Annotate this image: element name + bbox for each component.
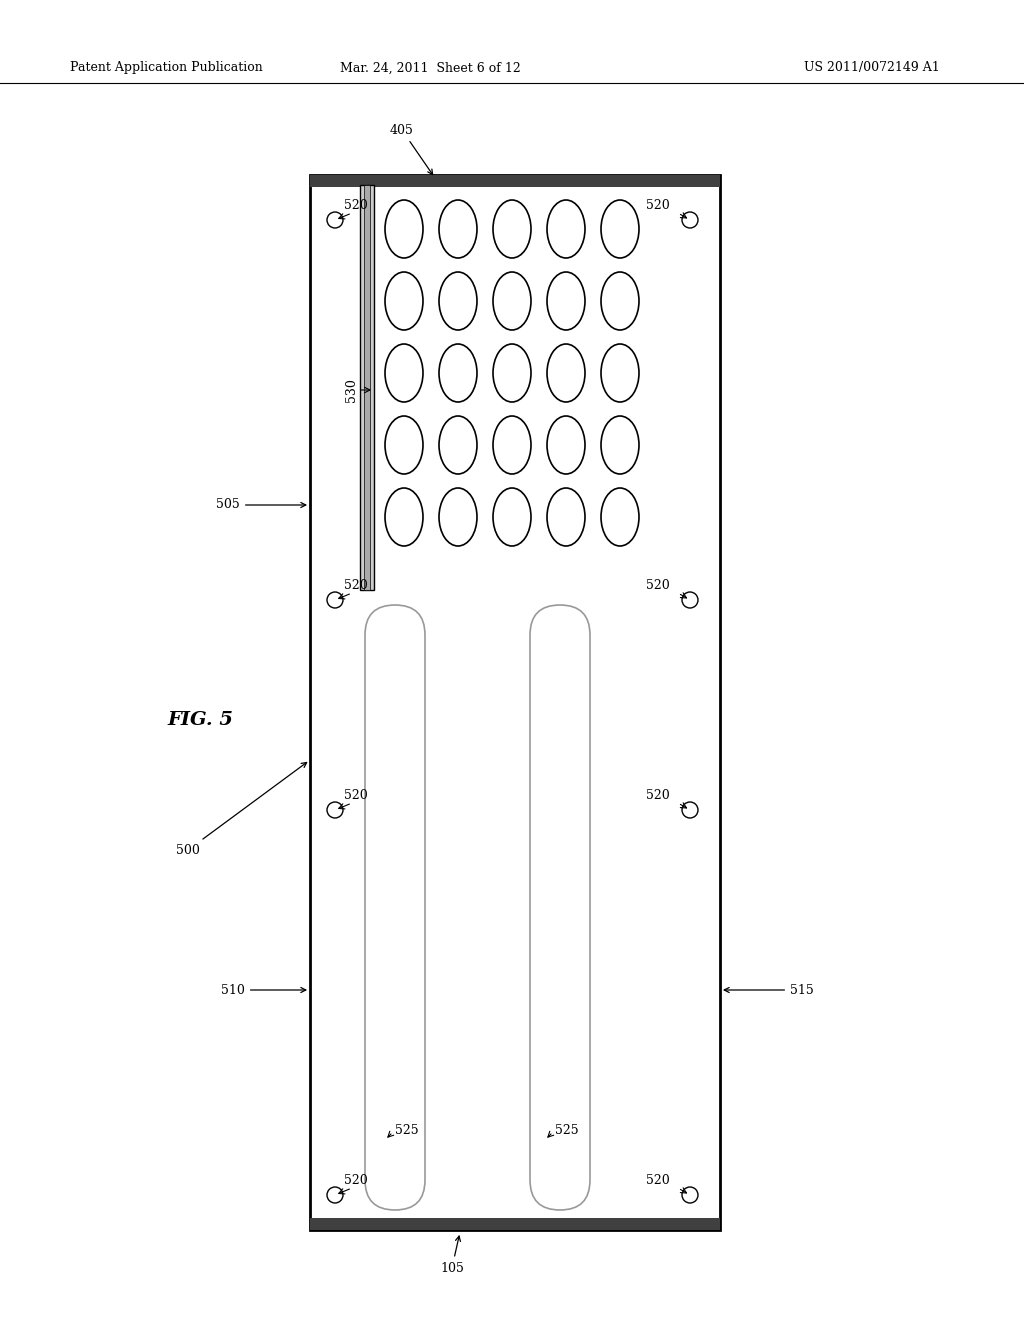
Ellipse shape xyxy=(547,201,585,257)
Ellipse shape xyxy=(601,345,639,403)
Ellipse shape xyxy=(493,488,531,546)
Text: 520: 520 xyxy=(344,789,368,803)
Text: 520: 520 xyxy=(344,579,368,591)
Text: 520: 520 xyxy=(344,1173,368,1187)
Ellipse shape xyxy=(547,272,585,330)
Text: 510: 510 xyxy=(221,983,306,997)
Ellipse shape xyxy=(547,488,585,546)
Text: 505: 505 xyxy=(216,499,306,511)
Text: 520: 520 xyxy=(646,199,670,213)
FancyBboxPatch shape xyxy=(530,605,590,1210)
Ellipse shape xyxy=(601,488,639,546)
Circle shape xyxy=(682,803,698,818)
Ellipse shape xyxy=(493,272,531,330)
Bar xyxy=(310,176,720,1230)
Text: 500: 500 xyxy=(176,763,306,857)
Ellipse shape xyxy=(547,416,585,474)
Ellipse shape xyxy=(385,201,423,257)
Ellipse shape xyxy=(493,416,531,474)
Ellipse shape xyxy=(547,345,585,403)
Ellipse shape xyxy=(385,416,423,474)
Ellipse shape xyxy=(493,345,531,403)
Ellipse shape xyxy=(439,488,477,546)
Text: 525: 525 xyxy=(555,1123,579,1137)
Ellipse shape xyxy=(385,488,423,546)
Circle shape xyxy=(327,591,343,609)
Ellipse shape xyxy=(601,272,639,330)
Circle shape xyxy=(682,591,698,609)
Text: 520: 520 xyxy=(646,789,670,803)
Ellipse shape xyxy=(601,201,639,257)
Bar xyxy=(364,185,370,590)
Text: 530: 530 xyxy=(345,378,358,401)
Ellipse shape xyxy=(439,272,477,330)
FancyBboxPatch shape xyxy=(365,605,425,1210)
Ellipse shape xyxy=(385,272,423,330)
Bar xyxy=(310,176,720,187)
Text: FIG. 5: FIG. 5 xyxy=(167,711,233,729)
Circle shape xyxy=(682,1187,698,1203)
Ellipse shape xyxy=(439,201,477,257)
Ellipse shape xyxy=(439,345,477,403)
Ellipse shape xyxy=(439,416,477,474)
Bar xyxy=(360,185,374,590)
Text: 515: 515 xyxy=(724,983,814,997)
Text: Mar. 24, 2011  Sheet 6 of 12: Mar. 24, 2011 Sheet 6 of 12 xyxy=(340,62,520,74)
Circle shape xyxy=(327,213,343,228)
Text: 525: 525 xyxy=(395,1123,419,1137)
Text: 520: 520 xyxy=(646,1173,670,1187)
Circle shape xyxy=(327,1187,343,1203)
Ellipse shape xyxy=(493,201,531,257)
Text: 520: 520 xyxy=(344,199,368,213)
Circle shape xyxy=(327,803,343,818)
Text: 520: 520 xyxy=(646,579,670,591)
Ellipse shape xyxy=(601,416,639,474)
Text: US 2011/0072149 A1: US 2011/0072149 A1 xyxy=(804,62,940,74)
Text: 105: 105 xyxy=(440,1236,464,1275)
Text: Patent Application Publication: Patent Application Publication xyxy=(70,62,263,74)
Bar xyxy=(310,1218,720,1230)
Text: 405: 405 xyxy=(390,124,432,174)
Circle shape xyxy=(682,213,698,228)
Ellipse shape xyxy=(385,345,423,403)
